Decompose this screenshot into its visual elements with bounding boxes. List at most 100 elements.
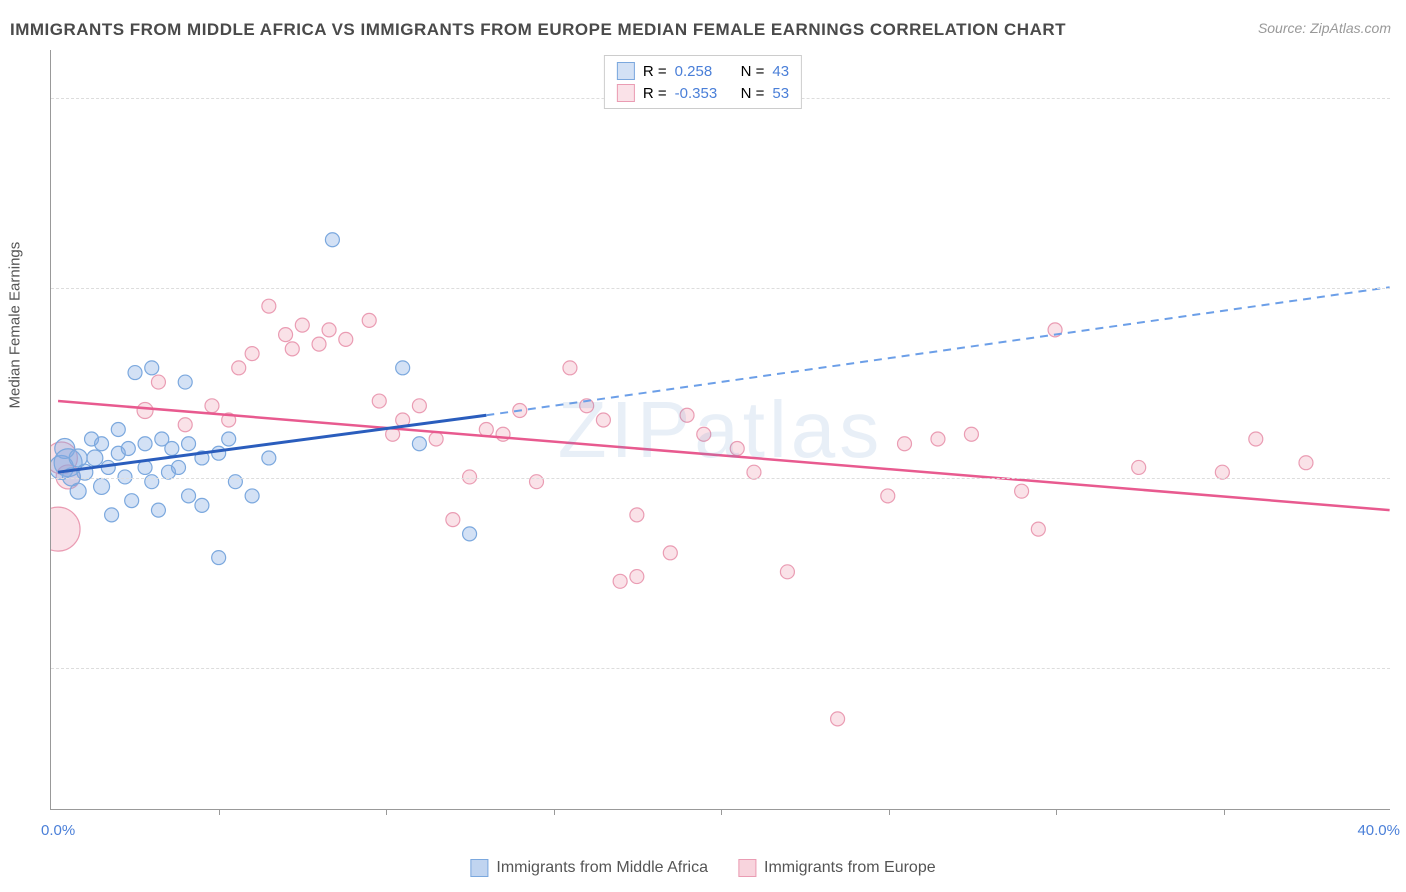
data-point: [232, 361, 246, 375]
data-point: [931, 432, 945, 446]
data-point: [479, 423, 493, 437]
data-point: [182, 489, 196, 503]
x-tick: [219, 809, 220, 815]
r-label: R =: [643, 85, 667, 102]
r-value-pink: -0.353: [675, 85, 733, 102]
data-point: [111, 423, 125, 437]
x-tick: [386, 809, 387, 815]
r-label: R =: [643, 63, 667, 80]
data-point: [195, 498, 209, 512]
x-tick: [1056, 809, 1057, 815]
data-point: [630, 508, 644, 522]
data-point: [245, 347, 259, 361]
legend-swatch-pink: [738, 859, 756, 877]
data-point: [137, 403, 153, 419]
scatter-plot: [51, 50, 1390, 809]
legend-row-blue: R = 0.258 N = 43: [617, 60, 789, 82]
data-point: [446, 513, 460, 527]
data-point: [205, 399, 219, 413]
data-point: [1031, 522, 1045, 536]
data-point: [412, 437, 426, 451]
grid-line: [51, 288, 1390, 289]
data-point: [339, 332, 353, 346]
data-point: [1299, 456, 1313, 470]
data-point: [121, 441, 135, 455]
data-point: [322, 323, 336, 337]
data-point: [596, 413, 610, 427]
data-point: [125, 494, 139, 508]
data-point: [697, 427, 711, 441]
y-axis-label: Median Female Earnings: [7, 242, 24, 409]
data-point: [463, 527, 477, 541]
data-point: [94, 478, 110, 494]
data-point: [613, 574, 627, 588]
data-point: [312, 337, 326, 351]
data-point: [1249, 432, 1263, 446]
data-point: [680, 408, 694, 422]
data-point: [630, 570, 644, 584]
chart-title: IMMIGRANTS FROM MIDDLE AFRICA VS IMMIGRA…: [10, 20, 1066, 40]
n-label: N =: [741, 63, 765, 80]
n-value-blue: 43: [772, 63, 789, 80]
source-attribution: Source: ZipAtlas.com: [1258, 20, 1391, 36]
data-point: [51, 507, 80, 551]
data-point: [396, 361, 410, 375]
data-point: [412, 399, 426, 413]
x-tick: [721, 809, 722, 815]
data-point: [262, 299, 276, 313]
n-label: N =: [741, 85, 765, 102]
data-point: [212, 551, 226, 565]
trend-line: [486, 287, 1389, 415]
r-value-blue: 0.258: [675, 63, 733, 80]
data-point: [245, 489, 259, 503]
data-point: [780, 565, 794, 579]
legend-swatch-blue: [617, 62, 635, 80]
data-point: [285, 342, 299, 356]
x-tick: [554, 809, 555, 815]
data-point: [372, 394, 386, 408]
data-point: [262, 451, 276, 465]
x-tick-label-left: 0.0%: [41, 822, 75, 839]
data-point: [563, 361, 577, 375]
grid-line: [51, 668, 1390, 669]
data-point: [222, 432, 236, 446]
plot-area: ZIPatlas $20,000$40,000$60,000$80,0000.0…: [50, 50, 1390, 810]
series-legend: Immigrants from Middle Africa Immigrants…: [470, 859, 935, 877]
data-point: [70, 483, 86, 499]
data-point: [138, 437, 152, 451]
legend-label-blue: Immigrants from Middle Africa: [496, 859, 708, 877]
data-point: [279, 328, 293, 342]
x-tick-label-right: 40.0%: [1357, 822, 1400, 839]
chart-container: IMMIGRANTS FROM MIDDLE AFRICA VS IMMIGRA…: [0, 0, 1406, 892]
legend-swatch-pink: [617, 84, 635, 102]
data-point: [898, 437, 912, 451]
data-point: [172, 460, 186, 474]
x-tick: [1224, 809, 1225, 815]
grid-line: [51, 478, 1390, 479]
legend-row-pink: R = -0.353 N = 53: [617, 82, 789, 104]
data-point: [151, 375, 165, 389]
legend-swatch-blue: [470, 859, 488, 877]
legend-item-pink: Immigrants from Europe: [738, 859, 936, 877]
data-point: [429, 432, 443, 446]
data-point: [881, 489, 895, 503]
data-point: [362, 313, 376, 327]
data-point: [663, 546, 677, 560]
n-value-pink: 53: [772, 85, 789, 102]
x-tick: [889, 809, 890, 815]
legend-item-blue: Immigrants from Middle Africa: [470, 859, 708, 877]
data-point: [730, 441, 744, 455]
data-point: [128, 366, 142, 380]
legend-label-pink: Immigrants from Europe: [764, 859, 936, 877]
data-point: [325, 233, 339, 247]
data-point: [964, 427, 978, 441]
data-point: [151, 503, 165, 517]
data-point: [212, 446, 226, 460]
data-point: [295, 318, 309, 332]
data-point: [182, 437, 196, 451]
data-point: [145, 361, 159, 375]
data-point: [87, 450, 103, 466]
data-point: [105, 508, 119, 522]
data-point: [1132, 460, 1146, 474]
correlation-legend: R = 0.258 N = 43 R = -0.353 N = 53: [604, 55, 802, 109]
